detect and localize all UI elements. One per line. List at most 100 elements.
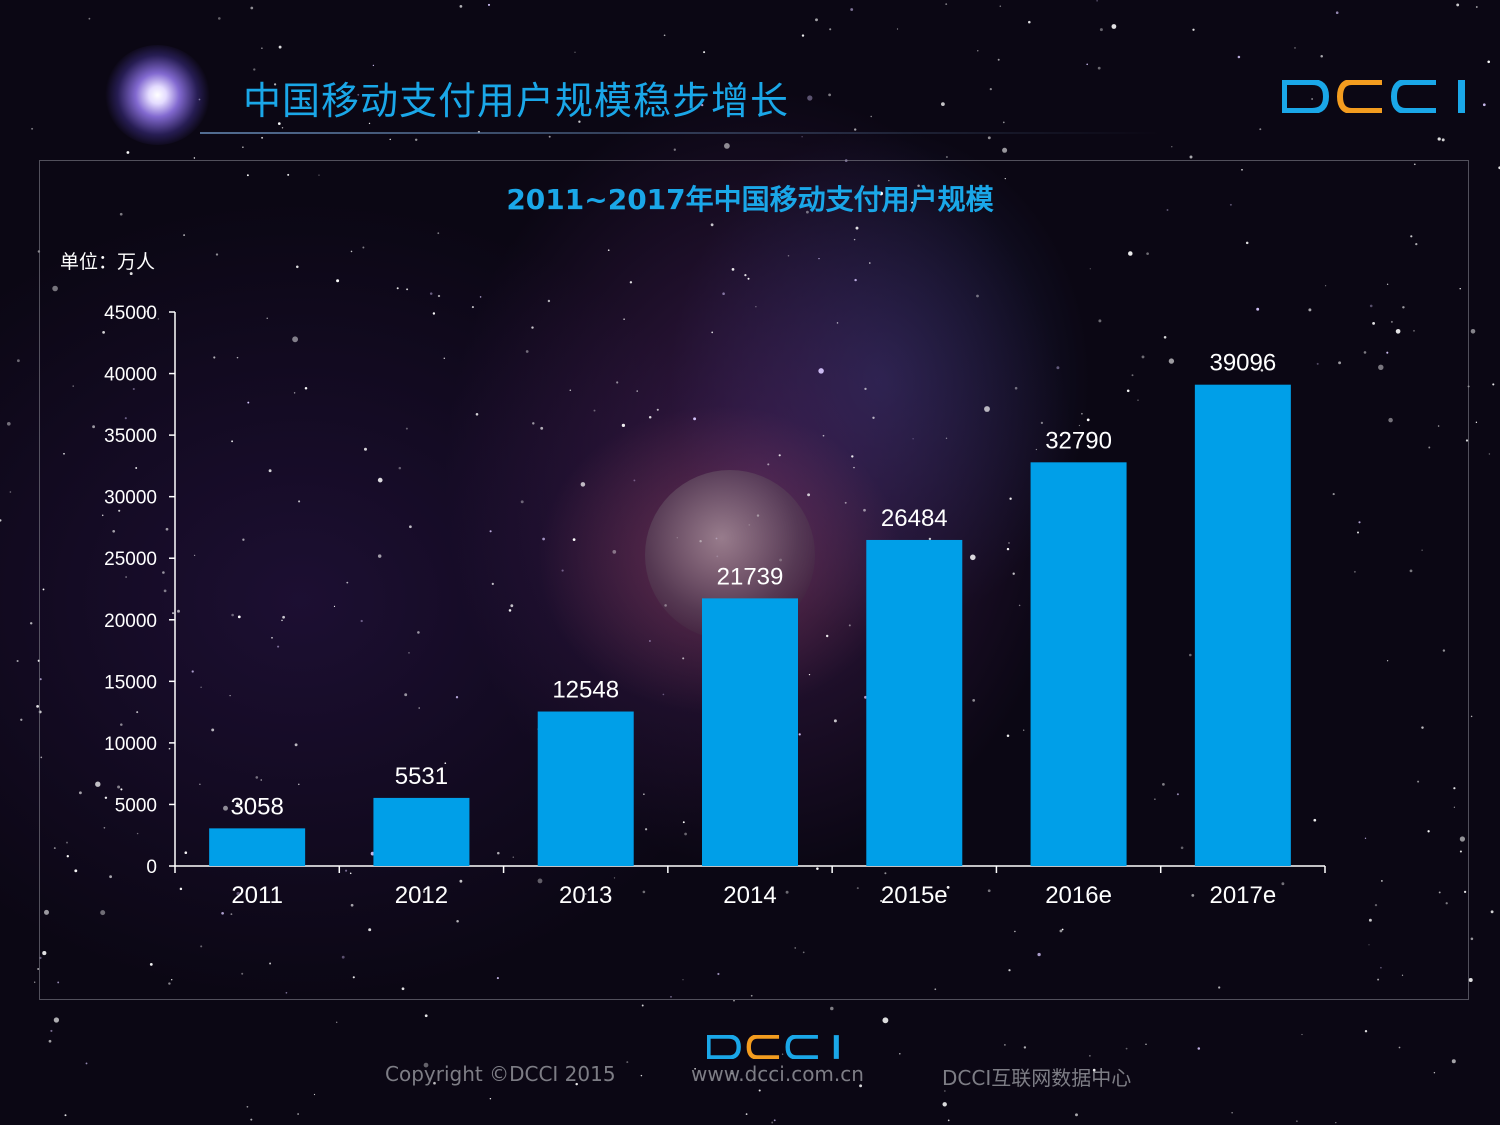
star [663, 34, 666, 37]
star [1487, 60, 1491, 64]
star [987, 136, 991, 140]
star [941, 102, 945, 106]
star [917, 184, 920, 188]
star [711, 331, 714, 334]
star [230, 913, 233, 916]
star [984, 406, 990, 412]
star [880, 899, 883, 902]
star [432, 312, 436, 315]
y-tick-label: 5000 [115, 795, 157, 816]
footer-org-name: DCCI互联网数据中心 [942, 1066, 1132, 1090]
star [879, 191, 884, 196]
star [520, 500, 524, 504]
star-flare-icon [105, 45, 210, 145]
x-tick-label: 2014 [723, 882, 776, 909]
y-tick-label: 20000 [104, 611, 157, 632]
star [694, 85, 697, 88]
star [50, 1029, 53, 1032]
star [1395, 328, 1401, 334]
star [72, 385, 74, 387]
x-tick-label: 2012 [395, 882, 448, 909]
star [977, 50, 979, 52]
star [437, 294, 441, 298]
star [20, 718, 23, 721]
star [1380, 966, 1382, 969]
star [1301, 1033, 1303, 1036]
star [1128, 251, 1133, 256]
star [183, 234, 186, 237]
star [1372, 321, 1376, 325]
data-label: 26484 [881, 505, 948, 532]
star [997, 58, 1000, 61]
star [1008, 969, 1011, 972]
x-tick-label: 2015e [881, 882, 948, 909]
star [717, 972, 720, 976]
star [1338, 361, 1342, 365]
star [66, 841, 68, 844]
dcci-logo-footer [707, 1035, 839, 1059]
star [1325, 285, 1327, 287]
star [888, 179, 890, 182]
star [731, 1072, 733, 1075]
star [531, 326, 534, 329]
star [1402, 306, 1405, 309]
star [125, 576, 127, 578]
star [648, 416, 652, 419]
star [854, 278, 857, 282]
star [487, 3, 491, 6]
star [947, 1119, 950, 1122]
star [626, 1061, 629, 1064]
star [1421, 726, 1424, 729]
star [104, 796, 108, 800]
star [1259, 128, 1262, 131]
star [112, 529, 116, 533]
star [423, 1062, 429, 1068]
data-label: 21739 [717, 563, 784, 590]
star [117, 785, 121, 789]
star [1409, 569, 1413, 573]
star [193, 157, 196, 159]
star [1364, 1029, 1368, 1033]
star [1388, 417, 1393, 423]
star [972, 699, 976, 702]
star [398, 466, 402, 470]
star [613, 877, 616, 879]
star [1191, 893, 1195, 897]
star [1386, 283, 1389, 285]
star [389, 138, 391, 141]
star [656, 408, 659, 411]
star [213, 356, 216, 359]
star [787, 254, 790, 257]
star [802, 951, 805, 954]
star [237, 615, 241, 619]
star [1089, 1055, 1091, 1057]
star [422, 890, 426, 894]
star [362, 246, 365, 249]
star [1475, 6, 1478, 8]
star [616, 381, 619, 384]
star [269, 962, 272, 965]
star [491, 582, 494, 586]
star [1176, 793, 1179, 796]
star [282, 615, 285, 619]
star [404, 693, 408, 697]
star [684, 832, 687, 836]
x-tick-label: 2011 [231, 882, 283, 909]
star [1004, 1044, 1006, 1046]
footer-website-link[interactable]: www.dcci.com.cn [691, 1062, 864, 1086]
star [1245, 241, 1249, 245]
star [781, 1053, 784, 1055]
data-label: 39096 [1209, 350, 1276, 377]
star [36, 705, 39, 708]
star [40, 756, 43, 759]
star [1009, 497, 1012, 500]
star [807, 493, 811, 497]
chart-title: 2011~2017年中国移动支付用户规模 [506, 183, 994, 216]
star [132, 387, 135, 391]
star [1363, 351, 1367, 354]
star [1189, 155, 1193, 159]
star [682, 821, 685, 824]
star [1335, 1121, 1337, 1124]
star [722, 292, 725, 295]
star [426, 885, 430, 889]
